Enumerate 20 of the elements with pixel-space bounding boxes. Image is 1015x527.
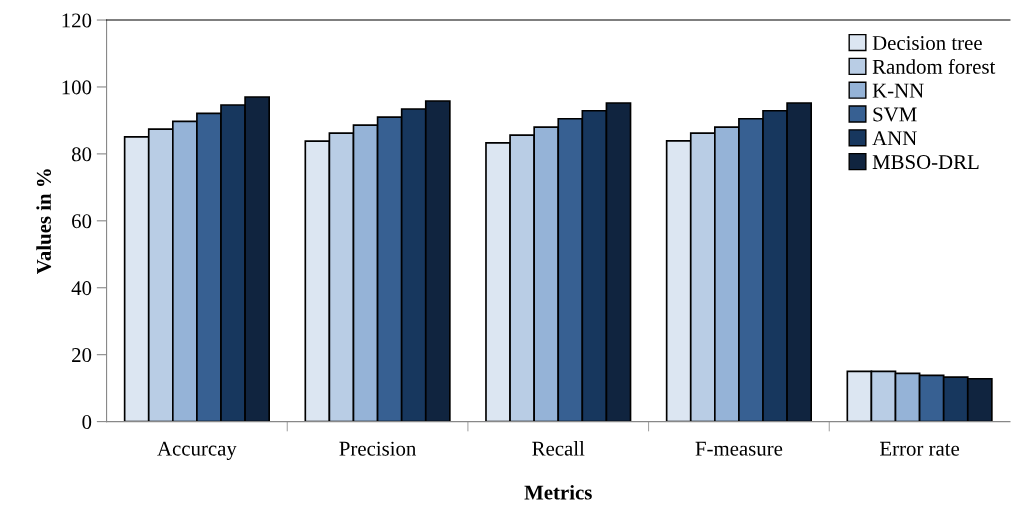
y-tick-label: 100: [62, 80, 92, 95]
legend-label: K-NN: [872, 83, 924, 98]
y-tick-label: 0: [82, 414, 92, 430]
legend-label: Decision tree: [872, 36, 982, 51]
legend-label: ANN: [872, 131, 917, 146]
y-tick-label: 20: [72, 348, 92, 363]
y-tick-label: 60: [72, 214, 92, 229]
legend-label: Random forest: [872, 58, 996, 74]
y-tick-label: 120: [62, 13, 92, 28]
x-tick-label: Recall: [532, 441, 585, 456]
x-tick-label: Accurcay: [157, 441, 237, 460]
x-tick-label: Error rate: [880, 441, 960, 456]
x-axis-title: Metrics: [524, 484, 592, 500]
legend-label: MBSO-DRL: [872, 155, 979, 170]
legend-label: SVM: [873, 107, 917, 122]
x-tick-label: F-measure: [695, 441, 783, 456]
y-axis-title: Values in %: [36, 169, 52, 275]
y-tick-label: 80: [71, 147, 92, 162]
x-tick-label: Precision: [339, 441, 417, 456]
y-tick-label: 40: [71, 281, 92, 296]
